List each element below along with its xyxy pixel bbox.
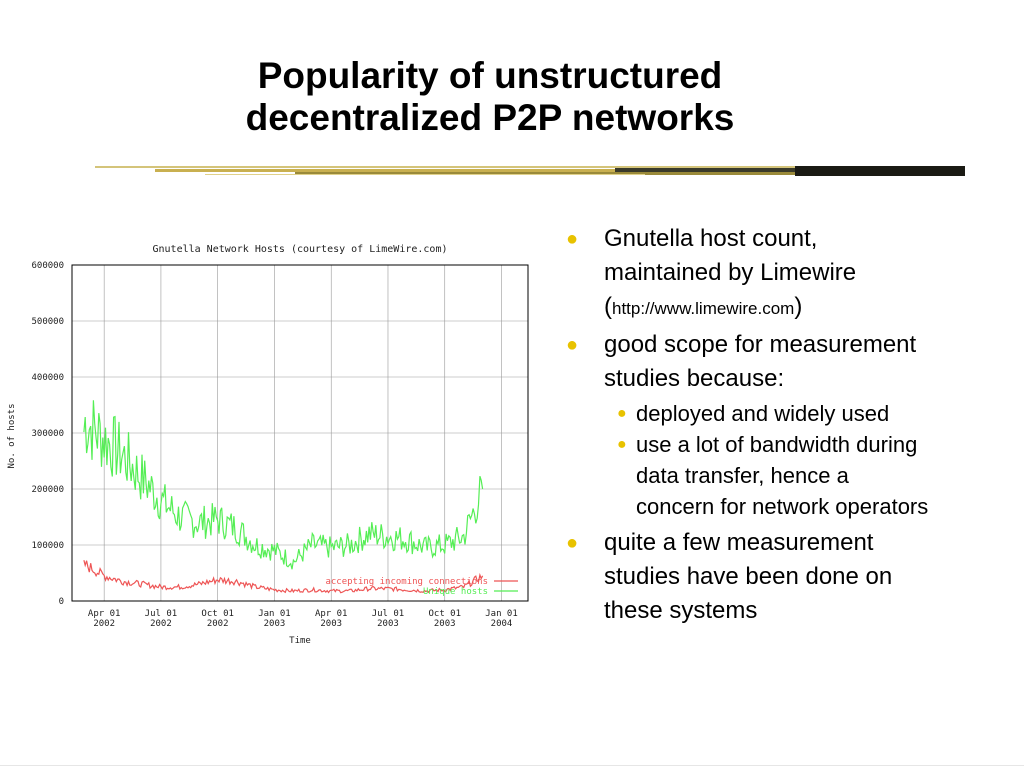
x-tick-label: Jul 01 (145, 609, 178, 619)
x-tick-label: Oct 01 (201, 609, 234, 619)
y-tick-label: 200000 (31, 485, 64, 495)
series-line-0 (83, 400, 484, 570)
slide-title: Popularity of unstructured decentralized… (0, 55, 980, 139)
x-tick-year: 2003 (434, 619, 456, 629)
footer-line (0, 765, 1024, 766)
y-tick-label: 500000 (31, 317, 64, 327)
limewire-link[interactable]: http://www.limewire.com (612, 299, 795, 318)
sub-bullet-dot-icon: ● (617, 436, 627, 453)
x-tick-label: Jul 01 (372, 609, 405, 619)
bullet-dot-icon: ● (566, 228, 579, 250)
y-axis-label: No. of hosts (7, 403, 17, 468)
title-line-2: decentralized P2P networks (245, 97, 735, 138)
y-tick-label: 400000 (31, 373, 64, 383)
x-tick-label: Apr 01 (315, 609, 348, 619)
title-divider (95, 166, 965, 176)
x-tick-label: Jan 01 (258, 609, 291, 619)
bullet-good-scope: ● good scope for measurement studies bec… (562, 328, 1002, 396)
y-tick-label: 600000 (31, 261, 64, 271)
y-tick-label: 100000 (31, 541, 64, 551)
x-tick-label: Apr 01 (88, 609, 121, 619)
legend-label: accepting incoming connections (325, 577, 488, 587)
sub-bullet-bandwidth: ● use a lot of bandwidth during data tra… (562, 429, 1002, 522)
bullet-measurement-studies: ● quite a few measurement studies have b… (562, 526, 1002, 628)
x-tick-year: 2004 (491, 619, 513, 629)
series-line-1 (83, 560, 484, 594)
x-tick-year: 2002 (207, 619, 229, 629)
x-tick-year: 2003 (320, 619, 342, 629)
y-tick-label: 0 (59, 597, 64, 607)
sub-bullet-dot-icon: ● (617, 405, 627, 422)
x-tick-label: Oct 01 (428, 609, 461, 619)
x-tick-year: 2003 (377, 619, 399, 629)
x-axis-label: Time (289, 636, 311, 646)
bullet-dot-icon: ● (566, 334, 579, 356)
x-tick-year: 2002 (150, 619, 172, 629)
legend-label: Unique hosts (423, 587, 488, 597)
bullet-dot-icon: ● (566, 532, 579, 554)
gnutella-hosts-chart: Gnutella Network Hosts (courtesy of Lime… (7, 244, 529, 646)
bullet-list: ● Gnutella host count, maintained by Lim… (562, 222, 1002, 630)
chart-title: Gnutella Network Hosts (courtesy of Lime… (152, 244, 447, 255)
y-tick-label: 300000 (31, 429, 64, 439)
x-tick-year: 2002 (93, 619, 115, 629)
sub-bullet-deployed: ● deployed and widely used (562, 398, 1002, 429)
title-line-1: Popularity of unstructured (257, 55, 723, 96)
x-tick-label: Jan 01 (485, 609, 518, 619)
plot-frame (71, 264, 529, 602)
x-tick-year: 2003 (264, 619, 286, 629)
bullet-host-count: ● Gnutella host count, maintained by Lim… (562, 222, 1002, 326)
